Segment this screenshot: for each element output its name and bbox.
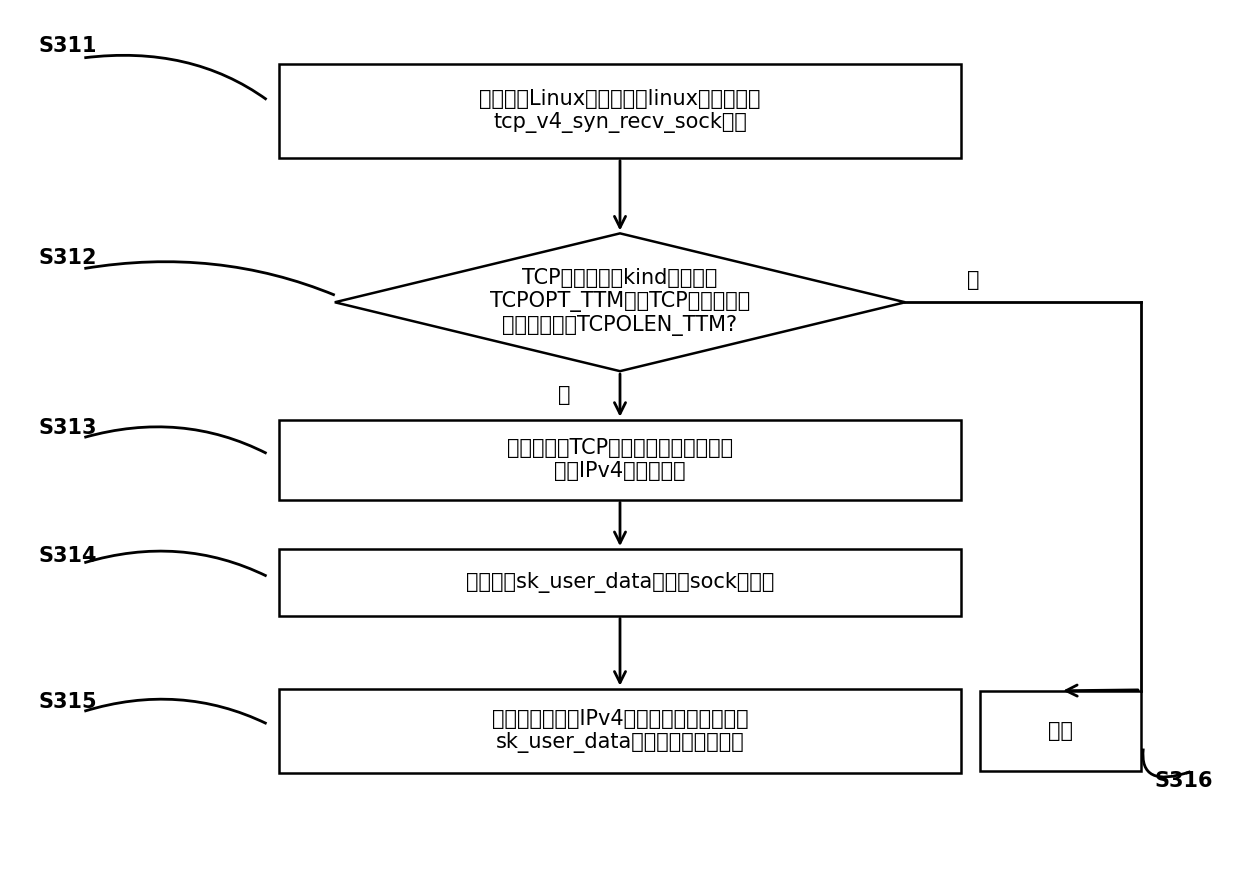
Text: 返回: 返回 xyxy=(1048,721,1073,741)
Text: 服务器的Linux内核层调用linux内核原生的
tcp_v4_syn_recv_sock函数: 服务器的Linux内核层调用linux内核原生的 tcp_v4_syn_recv… xyxy=(479,89,761,133)
Text: 获取存储在TCP选项字段中的客户端的
原始IPv4地址及端口: 获取存储在TCP选项字段中的客户端的 原始IPv4地址及端口 xyxy=(507,438,733,481)
FancyBboxPatch shape xyxy=(279,65,961,158)
FancyBboxPatch shape xyxy=(980,691,1141,771)
Polygon shape xyxy=(335,233,905,372)
FancyBboxPatch shape xyxy=(279,420,961,500)
Text: 否: 否 xyxy=(967,270,980,290)
Text: TCP选项字段的kind号是否为
TCPOPT_TTM以及TCP选项字段的
总长度是否为TCPOLEN_TTM?: TCP选项字段的kind号是否为 TCPOPT_TTM以及TCP选项字段的 总长… xyxy=(490,268,750,336)
Text: S314: S314 xyxy=(38,546,98,565)
Text: S313: S313 xyxy=(38,419,98,438)
Text: S312: S312 xyxy=(38,248,98,268)
Text: 将客户端的原始IPv4地址及端口拷贝到存储
sk_user_data指针变量的内存区域: 将客户端的原始IPv4地址及端口拷贝到存储 sk_user_data指针变量的内… xyxy=(492,709,748,753)
Text: S315: S315 xyxy=(38,693,98,712)
Text: S311: S311 xyxy=(38,36,98,56)
Text: 是: 是 xyxy=(558,386,570,405)
Text: S316: S316 xyxy=(1154,771,1214,790)
FancyBboxPatch shape xyxy=(279,688,961,773)
Text: 建立具有sk_user_data指针的sock结构体: 建立具有sk_user_data指针的sock结构体 xyxy=(466,572,774,593)
FancyBboxPatch shape xyxy=(279,549,961,615)
